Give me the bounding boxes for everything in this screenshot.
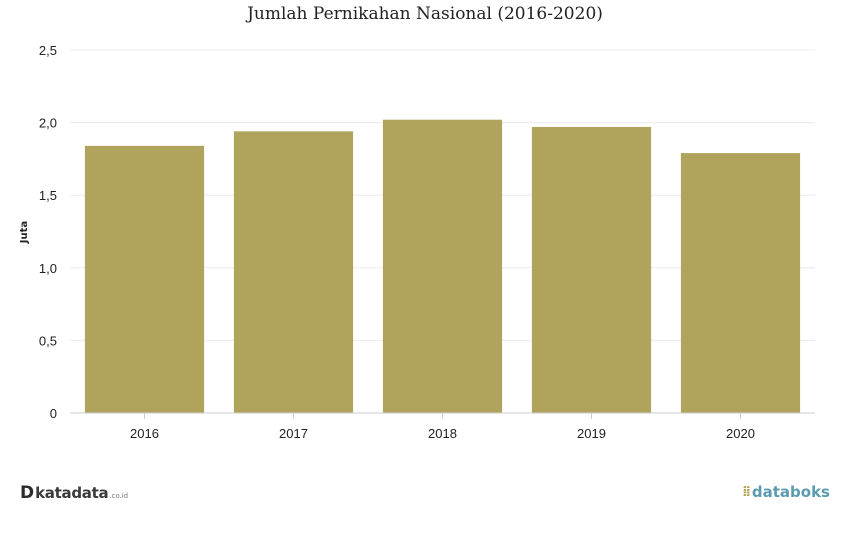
bar-2020[interactable] — [680, 153, 801, 414]
x-tick-label: 2018 — [428, 426, 457, 441]
x-tick-label: 2020 — [726, 426, 755, 441]
databoks-icon: ⁞⁞ — [742, 484, 751, 500]
bar-chart: 0 0,5 1,0 1,5 2,0 2,5 2016 2017 2018 2019 2020 Ju… — [19, 43, 815, 441]
katadata-name: katadata — [35, 484, 109, 502]
bar-2016[interactable] — [84, 145, 205, 413]
katadata-logo: D katadata .co.id — [20, 483, 128, 503]
bar-2019[interactable] — [531, 126, 652, 414]
bar-2017[interactable] — [233, 131, 354, 413]
x-axis-ticks: 2016 2017 2018 2019 2020 — [130, 413, 755, 441]
bars — [84, 119, 801, 414]
x-tick-label: 2017 — [279, 426, 308, 441]
y-tick-label: 2,5 — [39, 43, 57, 58]
katadata-suffix: .co.id — [109, 492, 129, 500]
chart-title: Jumlah Pernikahan Nasional (2016-2020) — [247, 4, 603, 24]
databoks-name: databoks — [751, 483, 830, 501]
y-tick-label: 2,0 — [39, 116, 57, 131]
x-tick-label: 2016 — [130, 426, 159, 441]
y-tick-label: 1,5 — [39, 188, 57, 203]
y-axis-ticks: 0 0,5 1,0 1,5 2,0 2,5 — [39, 43, 57, 421]
x-tick-label: 2019 — [577, 426, 606, 441]
y-tick-label: 0,5 — [39, 333, 57, 348]
bar-2018[interactable] — [382, 119, 503, 414]
databoks-logo: ⁞⁞ databoks — [742, 483, 830, 501]
y-tick-label: 0 — [50, 406, 57, 421]
y-axis-label: Juta — [19, 221, 30, 244]
y-tick-label: 1,0 — [39, 261, 57, 276]
katadata-mark: D — [20, 483, 35, 503]
